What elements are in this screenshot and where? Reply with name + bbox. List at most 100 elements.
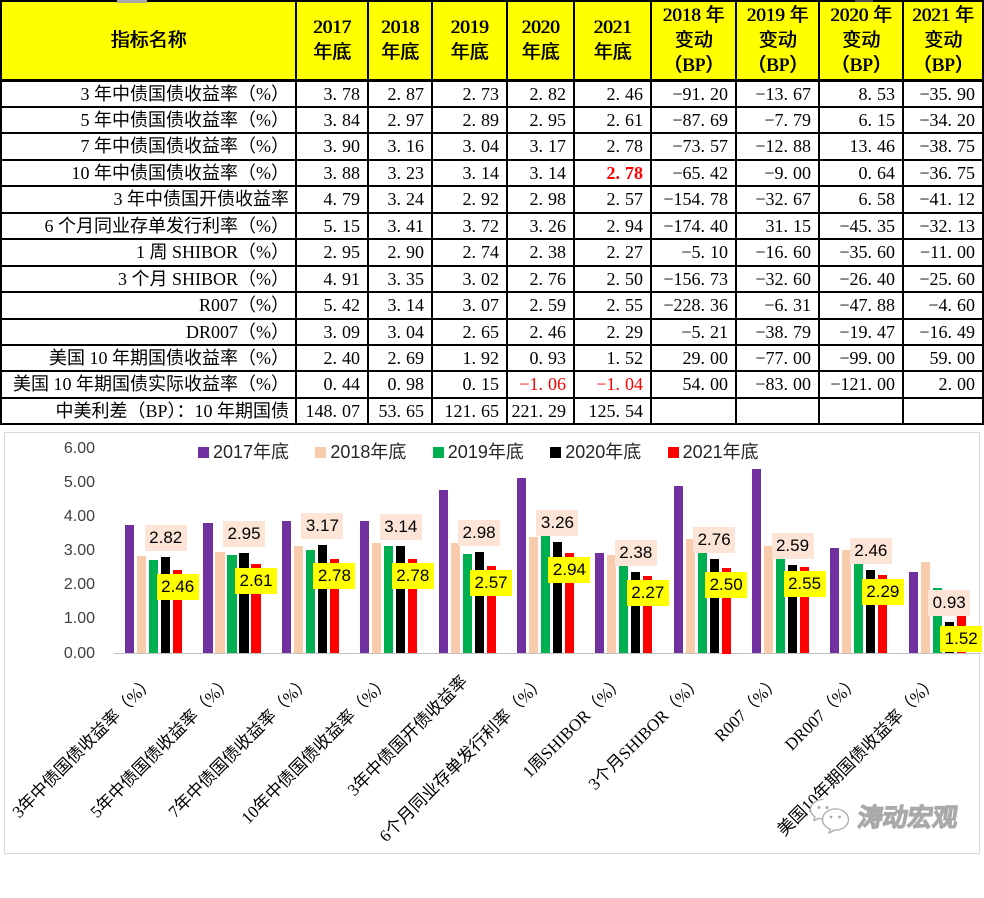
value-cell: −26. 40 (818, 264, 904, 294)
legend-color-swatch (432, 447, 444, 458)
value-cell: 2. 61 (573, 105, 652, 135)
value-cell: 148. 07 (295, 396, 369, 426)
legend-label: 2019年底 (447, 442, 524, 462)
value-cell: 2. 57 (573, 185, 652, 214)
bar (932, 588, 942, 654)
data-label-2021: 2.46 (156, 573, 199, 600)
table-row: 3 个月 SHIBOR（%） 4. 91 3. 35 3. 02 2. 76 2. 50 −156. 7… (0, 264, 984, 294)
value-cell: −25. 60 (902, 264, 984, 294)
value-cell: 2. 40 (295, 344, 369, 373)
legend-color-swatch (550, 447, 562, 458)
legend-color-swatch (315, 447, 327, 458)
value-cell: 0. 44 (295, 370, 369, 399)
bar (396, 546, 406, 654)
col-header-change: 2019 年 变动 （BP） (735, 0, 820, 82)
indicator-name-cell: 3 年中债国开债收益率 (0, 185, 297, 214)
value-cell: −47. 88 (818, 291, 904, 320)
legend-label: 2018年底 (330, 442, 407, 462)
value-cell (818, 396, 904, 426)
value-cell: 2. 78 (573, 158, 652, 188)
value-cell: 2. 46 (506, 317, 575, 347)
value-cell: 31. 15 (735, 211, 820, 241)
bar (920, 561, 930, 654)
value-cell: 6. 58 (818, 185, 904, 214)
y-axis-tick-label: 1.00 (63, 610, 95, 628)
value-cell: −83. 00 (735, 370, 820, 399)
legend-item: 2021年底 (667, 442, 778, 462)
value-cell: 8. 53 (818, 79, 904, 108)
value-cell: 53. 65 (367, 396, 433, 426)
y-axis-tick-label: 2.00 (63, 576, 95, 594)
bar (149, 560, 159, 654)
bar (528, 537, 539, 654)
data-label-2021: 1.52 (940, 625, 983, 652)
value-cell: 0. 93 (506, 344, 575, 373)
bar (227, 554, 237, 654)
bar (673, 486, 683, 654)
bar (643, 576, 653, 654)
bar (564, 553, 575, 654)
bar (360, 521, 370, 654)
bar (842, 549, 852, 654)
legend-item: 2017年底 (198, 442, 308, 462)
value-cell: 2. 50 (573, 264, 652, 294)
value-cell: −5. 21 (650, 317, 737, 347)
value-cell: −4. 60 (902, 291, 984, 320)
bar (161, 557, 171, 654)
value-cell: −35. 90 (902, 79, 984, 108)
value-cell: 2. 59 (506, 291, 575, 320)
indicator-name-cell: 5 年中债国债收益率（%） (0, 105, 297, 135)
value-cell: −9. 00 (735, 158, 820, 188)
value-cell: 2. 73 (431, 79, 508, 108)
value-cell: 2. 98 (506, 185, 575, 214)
bar (721, 568, 731, 654)
value-cell: −13. 67 (735, 79, 820, 108)
bar (372, 543, 382, 654)
value-cell: 2. 78 (573, 132, 652, 161)
bar-chart: 0.00 1.00 2.00 3.00 4.00 5.00 6.00 2017年底 2018年底… (4, 432, 983, 854)
value-cell: 2. 95 (295, 238, 369, 267)
data-label-2020: 3.17 (301, 513, 344, 540)
legend-label: 2021年底 (682, 442, 759, 462)
value-cell: 6. 15 (818, 105, 904, 135)
top-edge-artifact (855, 0, 873, 2)
bar (239, 552, 249, 654)
indicator-name-cell: 美国 10 年期国债收益率（%） (0, 344, 297, 373)
table-row: 7 年中债国债收益率（%） 3. 90 3. 16 3. 04 3. 17 2. 78 −73. 57−… (0, 132, 984, 161)
bar (595, 552, 605, 654)
col-header-change: 2021 年 变动 （BP） (902, 0, 984, 82)
value-cell: 3. 35 (367, 264, 433, 294)
value-cell: 2. 87 (367, 79, 433, 108)
value-cell: 3. 26 (506, 211, 575, 241)
value-cell: 2. 74 (431, 238, 508, 267)
bar (709, 559, 719, 654)
value-cell: 4. 79 (295, 185, 369, 214)
value-cell: 3. 24 (367, 185, 433, 214)
value-cell: 3. 14 (506, 158, 575, 188)
data-label-2020: 2.46 (849, 537, 892, 564)
value-cell: 3. 14 (367, 291, 433, 320)
value-cell: −6. 31 (735, 291, 820, 320)
value-cell (735, 396, 820, 426)
value-cell: 2. 46 (573, 79, 652, 108)
table-row: 中美利差（BP）：10 年期国债 148. 07 53. 65 121. 65 221. 29 1… (0, 396, 984, 426)
bar (173, 569, 183, 654)
bar (137, 555, 147, 654)
bar (450, 543, 460, 654)
col-header-year: 2019 年底 (431, 0, 508, 82)
value-cell: 3. 07 (431, 291, 508, 320)
value-cell: −73. 57 (650, 132, 737, 161)
indicator-name-cell: 1 周 SHIBOR（%） (0, 238, 297, 267)
value-cell: 0. 64 (818, 158, 904, 188)
value-cell: 3. 84 (295, 105, 369, 135)
table-row: 1 周 SHIBOR（%） 2. 95 2. 90 2. 74 2. 38 2. 27 −5. 10 −1… (0, 238, 984, 267)
bar (552, 542, 563, 654)
bar (854, 563, 864, 654)
data-label-2020: 2.76 (693, 527, 736, 554)
value-cell: 2. 65 (431, 317, 508, 347)
table-row: 5 年中债国债收益率（%） 3. 84 2. 97 2. 89 2. 95 2. 61 −87. 69−… (0, 105, 984, 135)
value-cell: −32. 60 (735, 264, 820, 294)
value-cell: 2. 29 (573, 317, 652, 347)
indicator-name-cell: 7 年中债国债收益率（%） (0, 132, 297, 161)
value-cell: 3. 16 (367, 132, 433, 161)
